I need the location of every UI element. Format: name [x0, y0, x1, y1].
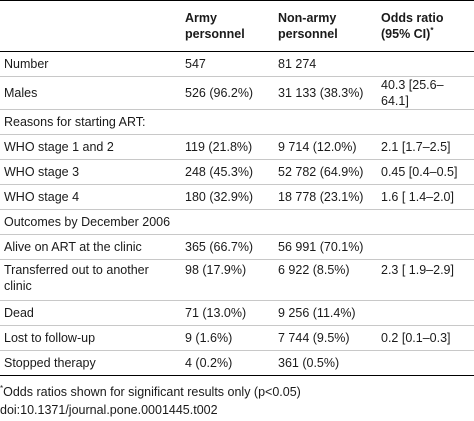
table-row: WHO stage 3 248 (45.3%) 52 782 (64.9%) 0…	[0, 159, 474, 185]
cell-army	[181, 209, 274, 235]
cell-non-army: 81 274	[274, 51, 377, 77]
cell-army: 248 (45.3%)	[181, 159, 274, 185]
header-army-line2: personnel	[185, 27, 245, 41]
cell-non-army: 9 256 (11.4%)	[274, 300, 377, 326]
table-row: Males 526 (96.2%) 31 133 (38.3%) 40.3 [2…	[0, 76, 474, 110]
table-body: Number 547 81 274 Males 526 (96.2%) 31 1…	[0, 51, 474, 376]
cell-odds: 2.1 [1.7–2.5]	[377, 134, 474, 160]
header-army-line1: Army	[185, 11, 217, 25]
doi-text: doi:10.1371/journal.pone.0001445.t002	[0, 403, 218, 417]
cell-odds	[377, 234, 474, 260]
section-label: Reasons for starting ART:	[0, 109, 181, 135]
footnote-marker: *	[0, 383, 4, 393]
header-odds-line1: Odds ratio	[381, 11, 444, 25]
row-label: Dead	[0, 300, 181, 326]
table-row: Number 547 81 274	[0, 51, 474, 77]
table-row: WHO stage 4 180 (32.9%) 18 778 (23.1%) 1…	[0, 184, 474, 210]
cell-odds: 2.3 [ 1.9–2.9]	[377, 259, 474, 301]
cell-army: 4 (0.2%)	[181, 350, 274, 376]
cell-non-army: 18 778 (23.1%)	[274, 184, 377, 210]
header-blank	[0, 0, 181, 52]
table-row: Lost to follow-up 9 (1.6%) 7 744 (9.5%) …	[0, 325, 474, 351]
cell-non-army: 361 (0.5%)	[274, 350, 377, 376]
row-label: Stopped therapy	[0, 350, 181, 376]
cell-army: 9 (1.6%)	[181, 325, 274, 351]
header-row: Army personnel Non-army personnel Odds r…	[0, 0, 474, 52]
data-table: Army personnel Non-army personnel Odds r…	[0, 0, 474, 376]
cell-army	[181, 109, 274, 135]
cell-odds	[377, 209, 474, 235]
cell-non-army: 7 744 (9.5%)	[274, 325, 377, 351]
cell-army: 119 (21.8%)	[181, 134, 274, 160]
cell-odds: 1.6 [ 1.4–2.0]	[377, 184, 474, 210]
header-odds-line2: (95% CI)	[381, 27, 431, 41]
row-label: Lost to follow-up	[0, 325, 181, 351]
table-row: Dead 71 (13.0%) 9 256 (11.4%)	[0, 300, 474, 326]
cell-army: 547	[181, 51, 274, 77]
cell-odds	[377, 109, 474, 135]
footnote-marker: *	[430, 25, 434, 35]
cell-non-army: 56 991 (70.1%)	[274, 234, 377, 260]
section-label: Outcomes by December 2006	[0, 209, 181, 235]
row-label: Alive on ART at the clinic	[0, 234, 181, 260]
cell-non-army: 6 922 (8.5%)	[274, 259, 377, 301]
row-label: Number	[0, 51, 181, 77]
table-row: Transferred out to another clinic 98 (17…	[0, 259, 474, 301]
table-row: WHO stage 1 and 2 119 (21.8%) 9 714 (12.…	[0, 134, 474, 160]
cell-odds: 0.2 [0.1–0.3]	[377, 325, 474, 351]
cell-army: 526 (96.2%)	[181, 76, 274, 110]
row-label: Transferred out to another clinic	[0, 259, 181, 301]
cell-non-army	[274, 109, 377, 135]
cell-army: 365 (66.7%)	[181, 234, 274, 260]
cell-non-army	[274, 209, 377, 235]
row-label: WHO stage 4	[0, 184, 181, 210]
header-non-army: Non-army personnel	[274, 0, 377, 52]
cell-odds: 0.45 [0.4–0.5]	[377, 159, 474, 185]
table-row: Stopped therapy 4 (0.2%) 361 (0.5%)	[0, 350, 474, 376]
cell-odds: 40.3 [25.6–64.1]	[377, 76, 474, 110]
header-army: Army personnel	[181, 0, 274, 52]
cell-odds	[377, 300, 474, 326]
footnote-body: Odds ratios shown for significant result…	[3, 385, 301, 399]
cell-army: 98 (17.9%)	[181, 259, 274, 301]
cell-army: 71 (13.0%)	[181, 300, 274, 326]
section-row: Reasons for starting ART:	[0, 109, 474, 135]
table-header: Army personnel Non-army personnel Odds r…	[0, 0, 474, 52]
table-row: Alive on ART at the clinic 365 (66.7%) 5…	[0, 234, 474, 260]
cell-odds	[377, 350, 474, 376]
table-footnote: *Odds ratios shown for significant resul…	[0, 383, 301, 419]
section-row: Outcomes by December 2006	[0, 209, 474, 235]
cell-odds	[377, 51, 474, 77]
cell-non-army: 9 714 (12.0%)	[274, 134, 377, 160]
cell-non-army: 52 782 (64.9%)	[274, 159, 377, 185]
row-label: WHO stage 3	[0, 159, 181, 185]
row-label: WHO stage 1 and 2	[0, 134, 181, 160]
header-odds-ratio: Odds ratio (95% CI)*	[377, 0, 474, 52]
header-non-army-line1: Non-army	[278, 11, 337, 25]
cell-army: 180 (32.9%)	[181, 184, 274, 210]
cell-non-army: 31 133 (38.3%)	[274, 76, 377, 110]
footnote-text: *Odds ratios shown for significant resul…	[0, 383, 301, 401]
row-label: Males	[0, 76, 181, 110]
header-non-army-line2: personnel	[278, 27, 338, 41]
